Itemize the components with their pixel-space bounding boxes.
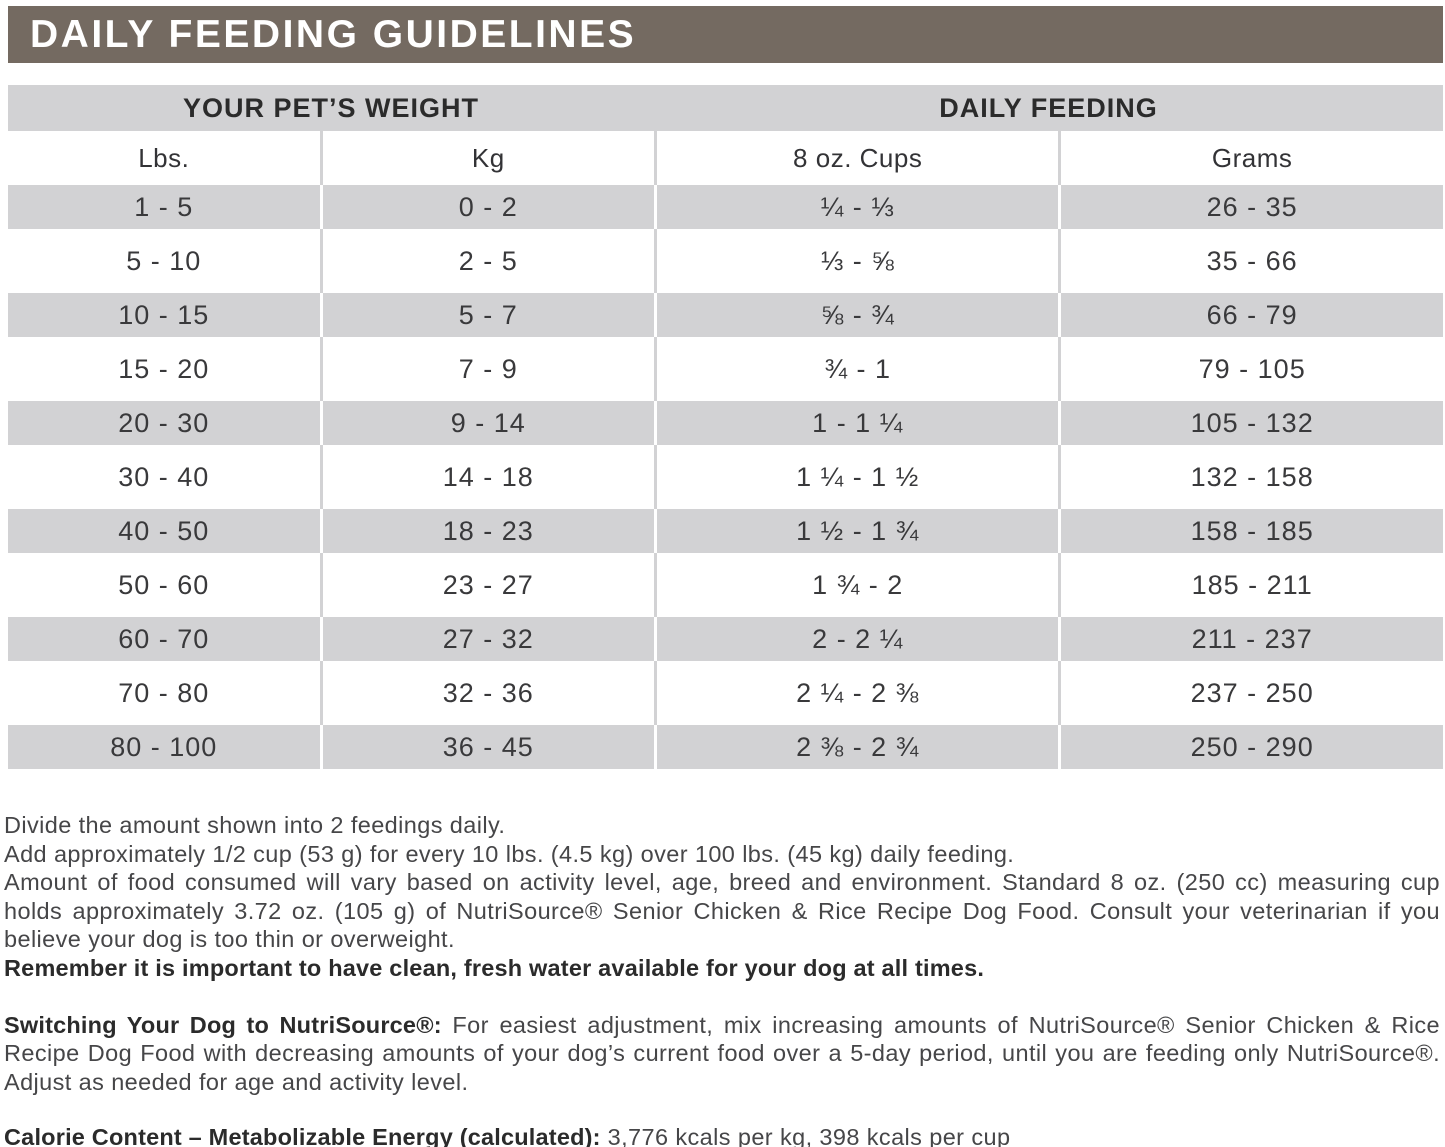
cell-cups: ⅓ - ⅝ (654, 229, 1058, 293)
cell-lbs: 30 - 40 (118, 461, 210, 492)
feeding-notes: Divide the amount shown into 2 feedings … (4, 811, 1440, 1147)
cell-kg: 36 - 45 (319, 725, 654, 769)
cell-cups: 2 ⅜ - 2 ¾ (654, 725, 1058, 769)
cell-cups: 1 ¾ - 2 (654, 553, 1058, 617)
cell-kg: 14 - 18 (319, 445, 654, 509)
cell-cups: ⅝ - ¾ (654, 293, 1058, 337)
column-header-grams: Grams (1058, 131, 1443, 185)
cell-kg: 9 - 14 (319, 401, 654, 445)
note-calorie-content: Calorie Content – Metabolizable Energy (… (4, 1123, 1440, 1147)
title-bar: DAILY FEEDING GUIDELINES (8, 6, 1443, 63)
cell-grams: 35 - 66 (1058, 229, 1443, 293)
cell-grams: 211 - 237 (1058, 617, 1443, 661)
cell-cups: ¾ - 1 (654, 337, 1058, 401)
table-row: 5 - 10 2 - 5 ⅓ - ⅝ 35 - 66 (8, 229, 1443, 293)
cell-lbs: 5 - 10 (126, 245, 202, 276)
cell-grams: 250 - 290 (1058, 725, 1443, 769)
cell-cups: 1 - 1 ¼ (654, 401, 1058, 445)
cell-kg: 0 - 2 (319, 185, 654, 229)
cell-cups: ¼ - ⅓ (654, 185, 1058, 229)
cell-kg: 32 - 36 (319, 661, 654, 725)
table-row: 50 - 60 23 - 27 1 ¾ - 2 185 - 211 (8, 553, 1443, 617)
column-header-kg: Kg (319, 131, 654, 185)
cell-grams: 66 - 79 (1058, 293, 1443, 337)
table-column-header-row: Lbs. Kg 8 oz. Cups Grams (8, 131, 1443, 185)
note-divide-feedings: Divide the amount shown into 2 feedings … (4, 812, 506, 838)
cell-lbs: 70 - 80 (118, 677, 210, 708)
table-row: 1 - 5 0 - 2 ¼ - ⅓ 26 - 35 (8, 185, 1443, 229)
group-header-pet-weight: YOUR PET’S WEIGHT (183, 92, 480, 123)
feeding-table: YOUR PET’S WEIGHT DAILY FEEDING Lbs. Kg … (8, 85, 1443, 769)
cell-kg: 5 - 7 (319, 293, 654, 337)
cell-lbs: 15 - 20 (118, 353, 210, 384)
note-calorie-rest: 3,776 kcals per kg, 398 kcals per cup (600, 1124, 1011, 1147)
cell-grams: 105 - 132 (1058, 401, 1443, 445)
cell-lbs: 1 - 5 (134, 191, 194, 222)
table-row: 80 - 100 36 - 45 2 ⅜ - 2 ¾ 250 - 290 (8, 725, 1443, 769)
note-switching: Switching Your Dog to NutriSource®: For … (4, 1011, 1440, 1097)
table-row: 30 - 40 14 - 18 1 ¼ - 1 ½ 132 - 158 (8, 445, 1443, 509)
table-row: 20 - 30 9 - 14 1 - 1 ¼ 105 - 132 (8, 401, 1443, 445)
cell-cups: 2 ¼ - 2 ⅜ (654, 661, 1058, 725)
cell-grams: 132 - 158 (1058, 445, 1443, 509)
cell-lbs: 10 - 15 (118, 299, 210, 330)
cell-grams: 79 - 105 (1058, 337, 1443, 401)
table-row: 10 - 15 5 - 7 ⅝ - ¾ 66 - 79 (8, 293, 1443, 337)
cell-kg: 27 - 32 (319, 617, 654, 661)
cell-lbs: 20 - 30 (118, 407, 210, 438)
cell-lbs: 40 - 50 (118, 515, 210, 546)
note-switching-rest: For easiest adjustment, mix increasing a… (4, 1011, 1440, 1095)
cell-grams: 158 - 185 (1058, 509, 1443, 553)
table-row: 70 - 80 32 - 36 2 ¼ - 2 ⅜ 237 - 250 (8, 661, 1443, 725)
table-group-header-row: YOUR PET’S WEIGHT DAILY FEEDING (8, 85, 1443, 131)
column-header-cups: 8 oz. Cups (654, 131, 1058, 185)
note-fresh-water: Remember it is important to have clean, … (4, 954, 985, 981)
cell-cups: 1 ¼ - 1 ½ (654, 445, 1058, 509)
cell-lbs: 60 - 70 (118, 623, 210, 654)
cell-cups: 1 ½ - 1 ¾ (654, 509, 1058, 553)
table-row: 60 - 70 27 - 32 2 - 2 ¼ 211 - 237 (8, 617, 1443, 661)
cell-lbs: 50 - 60 (118, 569, 210, 600)
cell-grams: 185 - 211 (1058, 553, 1443, 617)
cell-kg: 23 - 27 (319, 553, 654, 617)
note-switching-lead: Switching Your Dog to NutriSource®: (4, 1011, 442, 1038)
note-calorie-lead: Calorie Content – Metabolizable Energy (… (4, 1124, 601, 1147)
cell-grams: 26 - 35 (1058, 185, 1443, 229)
page-title: DAILY FEEDING GUIDELINES (30, 12, 637, 56)
cell-kg: 18 - 23 (319, 509, 654, 553)
note-amount-varies: Amount of food consumed will vary based … (4, 869, 1440, 953)
group-header-daily-feeding: DAILY FEEDING (939, 92, 1158, 123)
column-header-lbs: Lbs. (138, 142, 190, 173)
cell-grams: 237 - 250 (1058, 661, 1443, 725)
cell-lbs: 80 - 100 (110, 731, 218, 762)
table-row: 15 - 20 7 - 9 ¾ - 1 79 - 105 (8, 337, 1443, 401)
cell-kg: 7 - 9 (319, 337, 654, 401)
cell-kg: 2 - 5 (319, 229, 654, 293)
cell-cups: 2 - 2 ¼ (654, 617, 1058, 661)
note-add-half-cup: Add approximately 1/2 cup (53 g) for eve… (4, 840, 1015, 867)
table-row: 40 - 50 18 - 23 1 ½ - 1 ¾ 158 - 185 (8, 509, 1443, 553)
